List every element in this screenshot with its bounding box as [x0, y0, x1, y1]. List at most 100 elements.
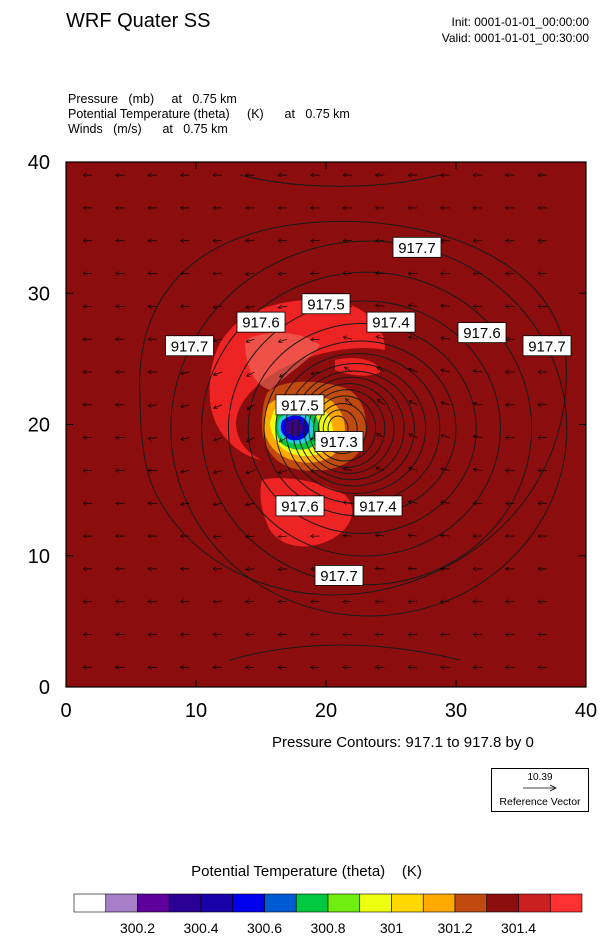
wind-vector	[246, 503, 255, 505]
colorbar-tick-label: 301	[380, 920, 404, 936]
contour-label: 917.6	[236, 311, 286, 333]
pressure-contours	[139, 174, 568, 661]
x-tick-label: 30	[445, 700, 467, 722]
axis-ticks: 0 10 20 30 40 0 10 20 30 40	[28, 152, 597, 722]
valid-time: Valid: 0001-01-01_00:30:00	[441, 31, 589, 45]
colorbar-swatch	[549, 893, 583, 913]
colorbar-swatch	[200, 893, 234, 913]
colorbar-title: Potential Temperature (theta) (K)	[191, 863, 422, 880]
wind-vector	[343, 469, 353, 471]
wind-vector	[408, 568, 418, 569]
colorbar-swatch	[359, 893, 392, 913]
contour-label-text: 917.6	[281, 498, 319, 515]
wind-vector	[441, 435, 450, 437]
wind-vector	[344, 366, 353, 373]
wind-vector	[247, 371, 255, 376]
wind-vector	[213, 536, 223, 537]
wind-vector	[441, 370, 450, 372]
contour-label: 917.4	[353, 495, 403, 517]
plot-title: WRF Quater SS	[66, 10, 211, 32]
y-tick-label: 10	[28, 546, 50, 568]
wind-vector	[408, 502, 418, 504]
wind-vector	[213, 339, 223, 341]
wind-vector	[181, 470, 190, 472]
colorbar-tick-label: 300.4	[183, 920, 218, 936]
x-tick-label: 20	[315, 700, 337, 722]
wind-vector	[343, 536, 353, 537]
contour-label: 917.7	[314, 565, 364, 586]
x-tick-label: 40	[575, 700, 597, 722]
colorbar-swatch	[518, 893, 551, 913]
y-tick-label: 0	[39, 677, 50, 699]
contour-label-text: 917.7	[171, 338, 209, 355]
pressure-contour	[239, 174, 441, 187]
init-time: Init: 0001-01-01_00:00:00	[451, 15, 589, 29]
colorbar-tick-label: 300.8	[310, 920, 345, 936]
contour-label: 917.5	[275, 394, 325, 416]
wind-vector	[247, 404, 255, 410]
wind-vector	[409, 369, 418, 373]
contour-label-text: 917.4	[359, 498, 397, 515]
wind-vector	[213, 371, 223, 375]
colorbar-swatch	[264, 893, 297, 913]
contour-label-text: 917.7	[398, 240, 436, 257]
field-pressure-label: Pressure (mb) at 0.75 km	[68, 92, 237, 106]
pressure-contour	[303, 383, 395, 474]
wind-vector	[279, 437, 288, 442]
wind-vector	[213, 470, 223, 472]
contour-label: 917.7	[392, 236, 442, 258]
wind-vector	[181, 372, 190, 374]
colorbar-swatch	[454, 893, 488, 913]
field-theta-label: Potential Temperature (theta) (K) at 0.7…	[68, 107, 350, 121]
field-winds-label: Winds (m/s) at 0.75 km	[68, 122, 228, 136]
wind-vector	[213, 503, 223, 505]
wind-vector	[246, 536, 255, 537]
wind-vector	[246, 274, 255, 275]
wind-vector	[473, 371, 483, 372]
contour-label-text: 917.7	[528, 338, 566, 355]
wind-vector	[408, 535, 418, 536]
colorbar-swatch	[73, 893, 107, 913]
x-tick-label: 0	[60, 700, 71, 722]
pressure-contour	[227, 300, 501, 557]
wind-vector	[377, 367, 385, 373]
contour-labels: 917.7 917.5 917.6 917.4 917.6 917.7 917.7 917.5…	[165, 236, 572, 586]
colorbar-tick-label: 300.2	[120, 920, 155, 936]
pressure-contour	[313, 395, 377, 462]
reference-vector-label: Reference Vector	[499, 796, 581, 808]
wind-vector	[213, 306, 223, 307]
colorbar-swatch	[422, 893, 456, 913]
wind-vector	[148, 438, 158, 439]
wind-vector	[441, 338, 450, 339]
wind-vector	[246, 339, 255, 342]
wind-vector	[181, 438, 190, 440]
wind-vector	[377, 433, 385, 438]
y-tick-label: 20	[28, 415, 50, 437]
wind-vector	[278, 306, 288, 307]
wind-vector	[409, 434, 418, 438]
wind-vector	[311, 339, 320, 340]
pressure-contour	[170, 240, 568, 617]
wind-vector	[441, 306, 450, 307]
wind-vector	[441, 402, 450, 405]
reference-arrow-icon	[523, 784, 557, 792]
wind-vector	[181, 503, 190, 504]
colorbar-swatch	[295, 893, 329, 913]
wind-vector	[376, 535, 385, 536]
reference-vector-value: 10.39	[527, 772, 553, 783]
wind-vector	[377, 400, 385, 406]
wind-vector	[246, 569, 255, 570]
contour-label: 917.6	[457, 322, 507, 344]
pressure-contour	[317, 403, 367, 454]
colorbar-swatch	[391, 893, 424, 913]
wind-vector	[408, 337, 418, 339]
reference-vector-box: 10.39 Reference Vector	[491, 768, 589, 812]
colorbar-swatch	[168, 893, 202, 913]
wind-vector	[376, 305, 385, 306]
contour-label-text: 917.5	[281, 397, 319, 414]
wind-vector	[345, 399, 353, 406]
pressure-contour	[285, 363, 427, 494]
y-tick-label: 40	[28, 152, 50, 174]
